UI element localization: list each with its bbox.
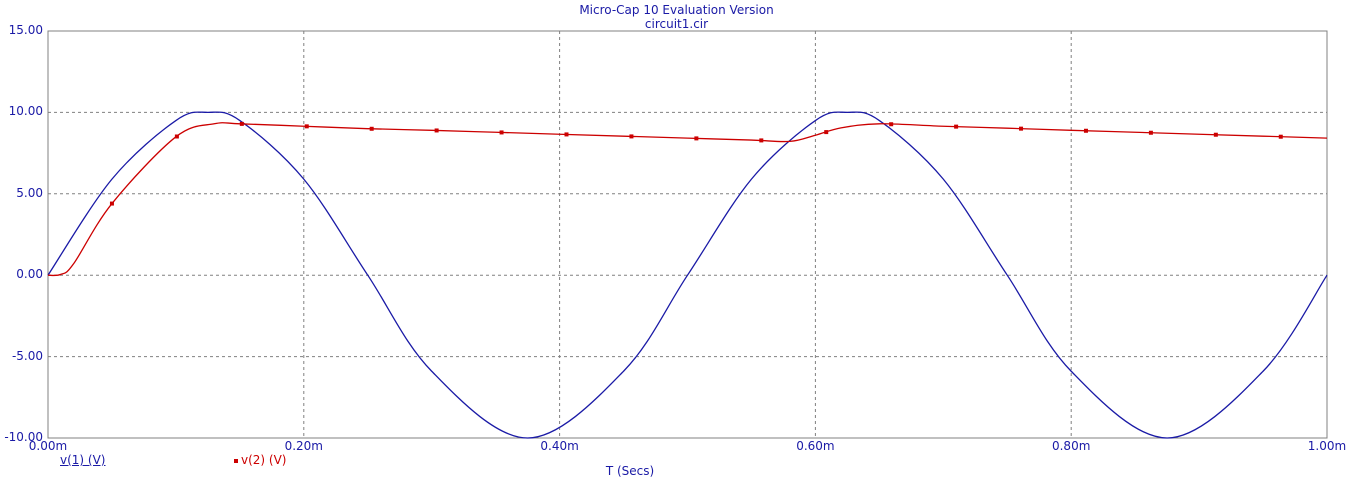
- chart-subtitle: circuit1.cir: [644, 17, 709, 31]
- series-marker-v2: [889, 122, 894, 127]
- series-marker-v2: [564, 132, 569, 137]
- series-marker-v2: [434, 128, 439, 133]
- x-tick-label: 1.00m: [1307, 439, 1347, 453]
- legend-label-v1: v(1) (V): [60, 453, 106, 467]
- series-line-v1: [47, 111, 1328, 439]
- legend-marker-v2: [234, 458, 238, 463]
- series-marker-v2: [954, 124, 959, 129]
- series-marker-v2: [174, 134, 179, 139]
- series-marker-v2: [499, 130, 504, 135]
- series-marker-v2: [1083, 128, 1088, 133]
- plot-border: [47, 30, 1328, 439]
- y-tick-label: 15.00: [8, 23, 43, 37]
- x-axis-label: T (Secs): [605, 464, 655, 478]
- series-marker-v2: [824, 130, 829, 135]
- series-marker-v2: [304, 124, 309, 129]
- legend-label-v2: v(2) (V): [241, 453, 287, 467]
- series-marker-v2: [1213, 132, 1218, 137]
- x-tick-label: 0.80m: [1051, 439, 1091, 453]
- y-tick-label: 10.00: [8, 104, 43, 119]
- series-marker-v2: [759, 138, 764, 143]
- legend-item-v1[interactable]: v(1) (V): [60, 453, 106, 467]
- x-tick-label: 0.40m: [540, 439, 579, 453]
- series-marker-v2: [109, 201, 114, 206]
- series-marker-v2: [239, 121, 244, 126]
- series-marker-v2: [629, 134, 634, 139]
- x-tick-label: 0.20m: [284, 439, 323, 453]
- series-marker-v2: [369, 126, 374, 131]
- series-marker-v2: [1148, 130, 1153, 135]
- x-tick-label: 0.60m: [796, 439, 835, 453]
- x-tick-label: 0.00m: [28, 439, 68, 453]
- series-marker-v2: [694, 136, 699, 141]
- chart-title: Micro-Cap 10 Evaluation Version: [579, 3, 774, 17]
- y-tick-label: 5.00: [16, 185, 43, 200]
- legend-item-v2[interactable]: v(2) (V): [234, 453, 287, 467]
- y-tick-label: -10.00: [4, 430, 43, 444]
- series-marker-v2: [1019, 126, 1024, 131]
- series-line-v2: [47, 122, 1328, 277]
- y-tick-label: -5.00: [11, 348, 43, 363]
- y-tick-label: 0.00: [16, 267, 43, 282]
- series-marker-v2: [1278, 134, 1283, 139]
